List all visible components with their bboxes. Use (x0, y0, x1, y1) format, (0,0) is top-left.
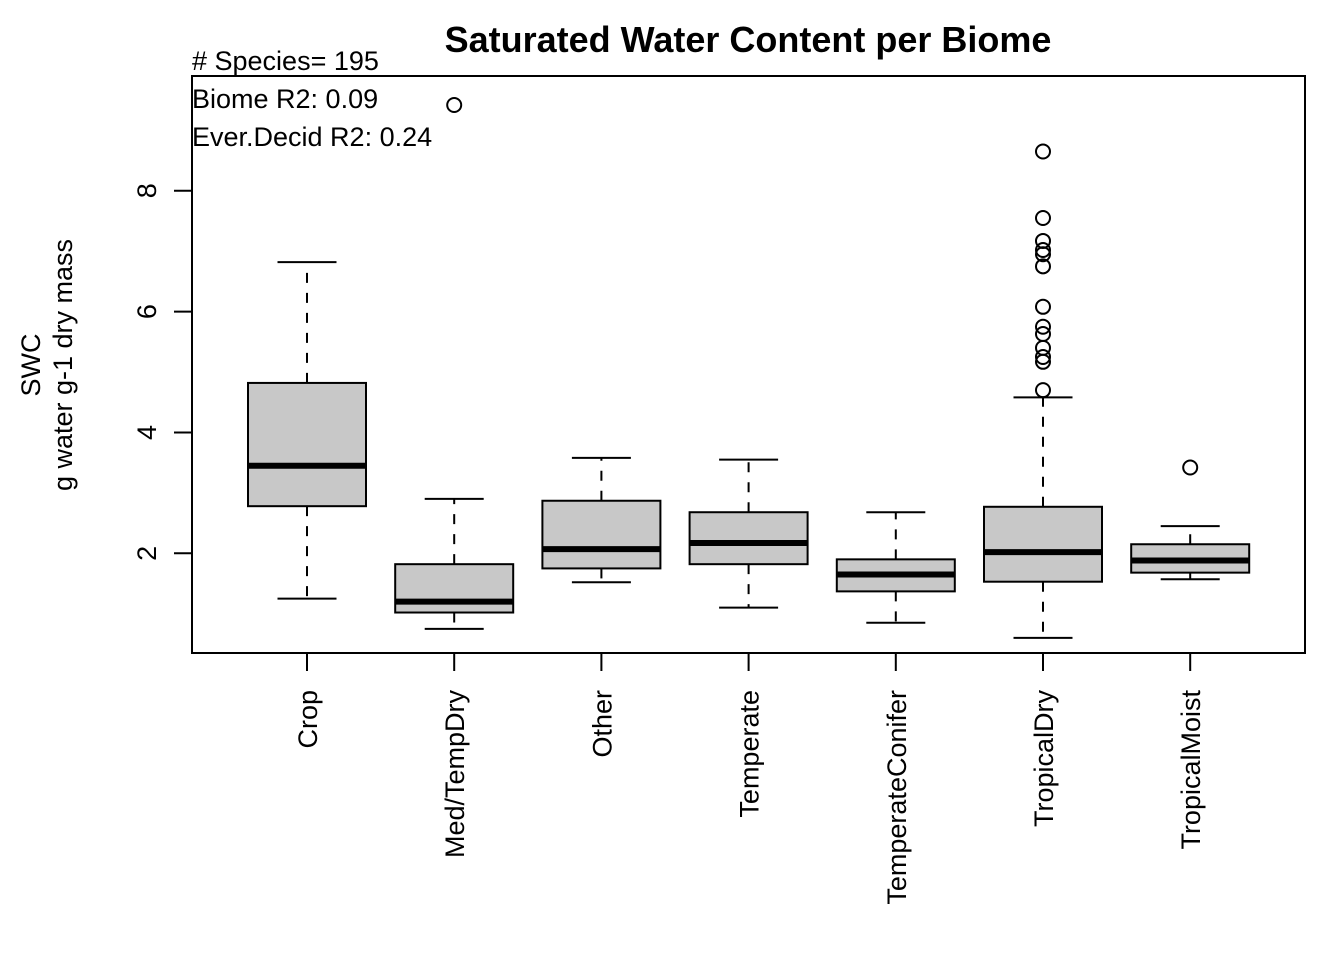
annotation-everdecid-r2: Ever.Decid R2: 0.24 (192, 122, 432, 152)
box-group (983, 143, 1103, 639)
outlier-point (1035, 325, 1051, 342)
x-tick-label: TropicalMoist (1176, 690, 1206, 850)
chart-title: Saturated Water Content per Biome (445, 19, 1052, 60)
box-iqr (688, 511, 809, 566)
outlier-point (1035, 339, 1051, 356)
box-group (247, 261, 367, 600)
outlier-point (1035, 209, 1051, 226)
box-group (541, 456, 662, 584)
x-tick-label: Med/TempDry (440, 690, 470, 859)
outlier-point (1035, 298, 1051, 315)
plot-layer: 2 4 6 8 Crop Med/TempDry Other Temperate Tempera… (132, 97, 1251, 905)
outlier-point (1035, 242, 1051, 259)
box-iqr (247, 381, 367, 508)
y-tick-label: 8 (132, 183, 162, 198)
outlier-point (1035, 348, 1051, 365)
y-tick-label: 2 (132, 546, 162, 561)
y-tick-label: 4 (132, 425, 162, 440)
annotation-species-count: # Species= 195 (192, 46, 379, 76)
box-iqr (983, 505, 1103, 583)
y-tick-label: 6 (132, 304, 162, 319)
x-tick-label: Other (587, 690, 617, 758)
outlier-point (1035, 382, 1051, 399)
outlier-point (1182, 459, 1199, 476)
box-group (688, 458, 809, 609)
y-axis-label-line1: SWC (16, 334, 46, 397)
x-tick-label: Crop (293, 690, 323, 749)
outlier-point (1035, 232, 1051, 249)
box-group (1130, 459, 1251, 581)
annotation-biome-r2: Biome R2: 0.09 (192, 84, 378, 114)
box-group (835, 511, 956, 624)
outlier-point (446, 97, 463, 114)
box-iqr (394, 563, 515, 614)
outlier-point (1035, 258, 1051, 275)
box-group (394, 97, 515, 630)
box-iqr (541, 499, 662, 570)
x-tick-label: TropicalDry (1029, 690, 1059, 828)
y-axis-label-line2: g water g-1 dry mass (48, 239, 78, 491)
outlier-point (1035, 318, 1051, 335)
outlier-point (1035, 143, 1051, 160)
x-tick-label: Temperate (735, 690, 765, 818)
x-tick-label: TemperateConifer (882, 690, 912, 905)
